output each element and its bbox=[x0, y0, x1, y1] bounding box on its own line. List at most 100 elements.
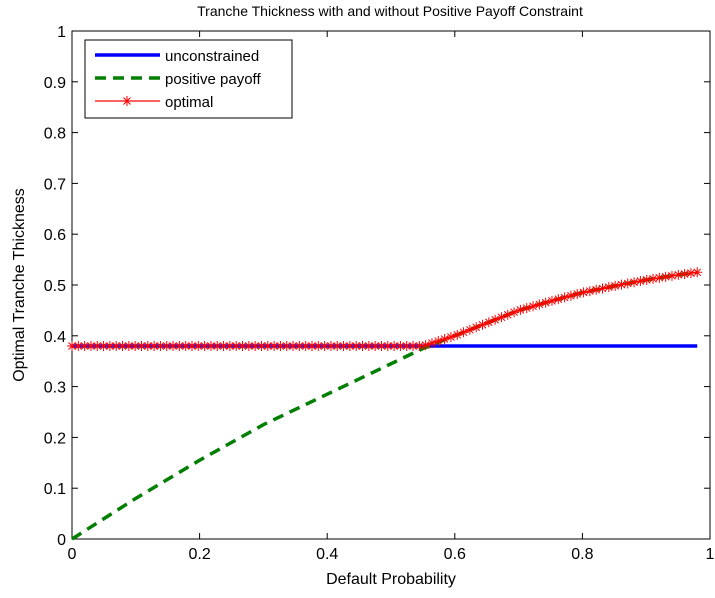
x-tick-label: 1 bbox=[706, 546, 715, 563]
series-marker-optimal bbox=[111, 340, 122, 351]
series-marker-optimal bbox=[540, 297, 551, 308]
x-tick-label: 0.6 bbox=[444, 546, 466, 563]
series-marker-optimal bbox=[629, 277, 640, 288]
series-marker-optimal bbox=[648, 273, 659, 284]
series-marker-optimal bbox=[673, 269, 684, 280]
series-marker-optimal bbox=[528, 301, 539, 312]
y-tick-label: 0 bbox=[57, 532, 66, 549]
series-marker-optimal bbox=[306, 340, 317, 351]
series-marker-optimal bbox=[357, 340, 368, 351]
series-marker-optimal bbox=[490, 314, 501, 325]
series-marker-optimal bbox=[534, 299, 545, 310]
series-marker-optimal bbox=[142, 340, 153, 351]
series-marker-optimal bbox=[231, 340, 242, 351]
series-marker-optimal bbox=[477, 319, 488, 330]
series-marker-optimal bbox=[224, 340, 235, 351]
series-marker-optimal bbox=[67, 340, 77, 351]
series-marker-optimal bbox=[666, 270, 677, 281]
series-marker-optimal bbox=[395, 340, 406, 351]
series-marker-optimal bbox=[85, 340, 96, 351]
series-marker-optimal bbox=[186, 340, 197, 351]
series-marker-optimal bbox=[521, 303, 532, 314]
series-marker-optimal bbox=[262, 340, 273, 351]
y-tick-label: 1 bbox=[57, 24, 66, 41]
series-marker-optimal bbox=[382, 340, 393, 351]
series-marker-optimal bbox=[363, 340, 374, 351]
series-marker-optimal bbox=[376, 340, 387, 351]
series-marker-optimal bbox=[496, 312, 507, 323]
series-marker-optimal bbox=[445, 332, 456, 343]
series-marker-optimal bbox=[123, 340, 134, 351]
series-marker-optimal bbox=[458, 327, 469, 338]
x-tick-label: 0.4 bbox=[316, 546, 338, 563]
series-marker-optimal bbox=[149, 340, 160, 351]
series-marker-optimal bbox=[130, 340, 141, 351]
series-marker-optimal bbox=[452, 329, 463, 340]
y-tick-label: 0.6 bbox=[44, 227, 66, 244]
y-tick-label: 0.2 bbox=[44, 430, 66, 447]
series-marker-optimal bbox=[610, 280, 621, 291]
series-marker-optimal bbox=[591, 284, 602, 295]
series-marker-optimal bbox=[281, 340, 292, 351]
series-marker-optimal bbox=[597, 283, 608, 294]
series-marker-optimal bbox=[275, 340, 286, 351]
series-marker-optimal bbox=[73, 340, 84, 351]
legend-marker bbox=[122, 96, 132, 106]
series-marker-optimal bbox=[679, 268, 690, 279]
series-marker-optimal bbox=[332, 340, 343, 351]
y-tick-label: 0.4 bbox=[44, 329, 66, 346]
legend: unconstrained positive payoff optimal bbox=[84, 39, 293, 119]
series-marker-optimal bbox=[641, 274, 652, 285]
series-marker-optimal bbox=[578, 287, 589, 298]
series-marker-optimal bbox=[92, 340, 103, 351]
y-tick-label: 0.7 bbox=[44, 176, 66, 193]
series-marker-optimal bbox=[584, 286, 595, 297]
x-axis-label: Default Probability bbox=[326, 571, 456, 588]
series-marker-optimal bbox=[117, 340, 128, 351]
series-marker-optimal bbox=[269, 340, 280, 351]
series-marker-optimal bbox=[205, 340, 216, 351]
series-marker-optimal bbox=[325, 340, 336, 351]
series-marker-optimal bbox=[237, 340, 248, 351]
x-tick-label: 0.8 bbox=[571, 546, 593, 563]
series-marker-optimal bbox=[193, 340, 204, 351]
series-marker-optimal bbox=[635, 276, 646, 287]
series-marker-optimal bbox=[546, 295, 557, 306]
series-marker-optimal bbox=[502, 309, 513, 320]
series-marker-optimal bbox=[344, 340, 355, 351]
series-lines bbox=[67, 267, 703, 541]
series-marker-optimal bbox=[288, 340, 299, 351]
series-marker-optimal bbox=[603, 282, 614, 293]
series-marker-optimal bbox=[168, 340, 179, 351]
axis-ticks: 0 0.2 0.4 0.6 0.8 1 0 0.1 0.2 0.3 0.4 0.5 0.6 0.7 0.8 0… bbox=[44, 24, 715, 563]
series-marker-optimal bbox=[98, 340, 109, 351]
series-marker-optimal bbox=[294, 340, 305, 351]
series-marker-optimal bbox=[414, 340, 425, 351]
series-marker-optimal bbox=[104, 340, 115, 351]
series-marker-optimal bbox=[433, 336, 444, 347]
series-marker-optimal bbox=[559, 292, 570, 303]
series-marker-optimal bbox=[553, 294, 564, 305]
series-marker-optimal bbox=[250, 340, 261, 351]
series-marker-optimal bbox=[338, 340, 349, 351]
series-marker-optimal bbox=[136, 340, 147, 351]
y-tick-label: 0.3 bbox=[44, 380, 66, 397]
series-marker-optimal bbox=[685, 268, 696, 279]
series-marker-optimal bbox=[155, 340, 166, 351]
series-marker-optimal bbox=[212, 340, 223, 351]
legend-label-positive-payoff: positive payoff bbox=[165, 71, 261, 88]
chart-title: Tranche Thickness with and without Posit… bbox=[197, 3, 583, 19]
series-marker-optimal bbox=[79, 340, 90, 351]
y-tick-label: 0.5 bbox=[44, 278, 66, 295]
series-marker-optimal bbox=[408, 340, 419, 351]
series-marker-optimal bbox=[439, 334, 450, 345]
x-tick-label: 0.2 bbox=[188, 546, 210, 563]
series-marker-optimal bbox=[692, 267, 703, 278]
series-marker-optimal bbox=[464, 324, 475, 335]
x-tick-label: 0 bbox=[68, 546, 77, 563]
series-marker-optimal bbox=[174, 340, 185, 351]
series-marker-optimal bbox=[199, 340, 210, 351]
series-marker-optimal bbox=[654, 272, 665, 283]
